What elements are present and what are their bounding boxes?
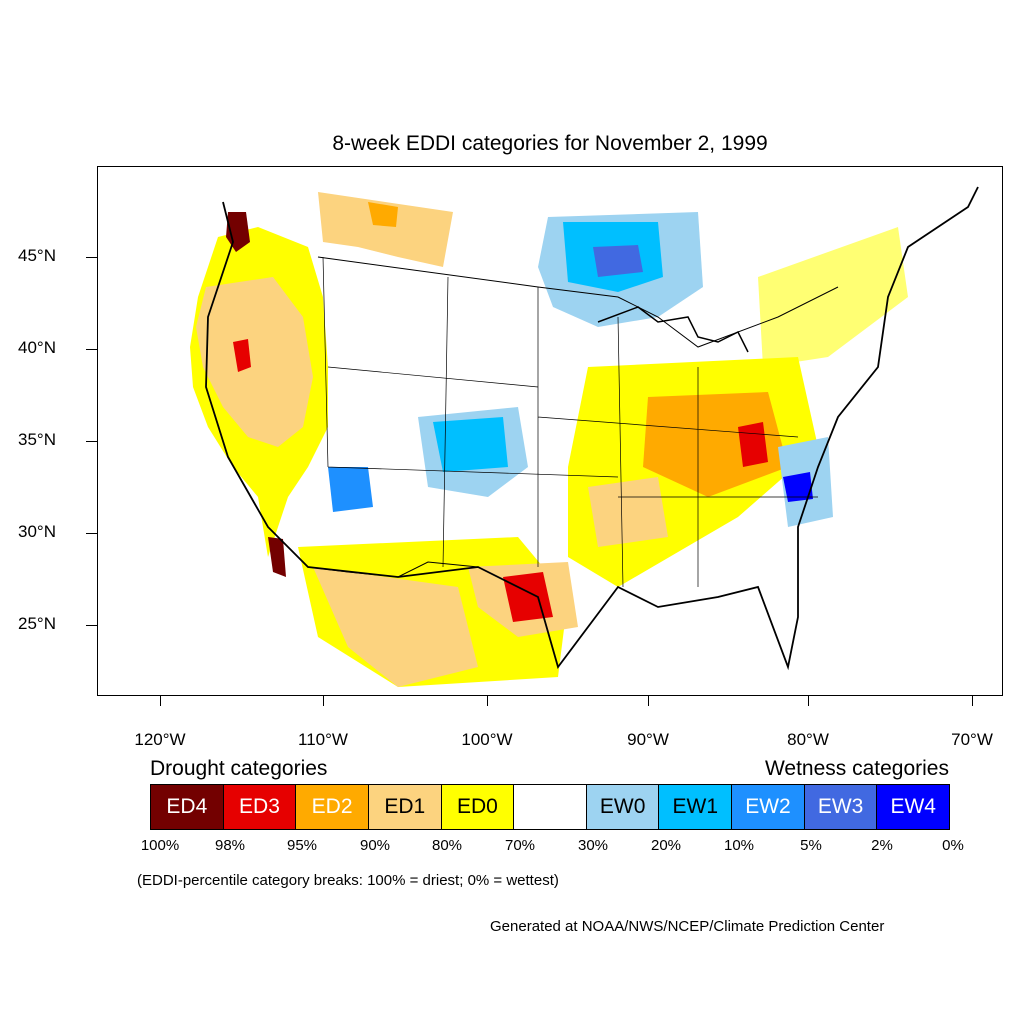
lon-label-100: 100°W: [461, 730, 513, 749]
california-ed1-region: [196, 277, 313, 447]
break-label-2: 2%: [871, 837, 893, 854]
california-ed3-spot: [233, 339, 251, 372]
legend-cell-ew0: EW0: [586, 785, 660, 829]
break-label-100: 100%: [140, 837, 180, 854]
category-legend: ED4 ED3 ED2 ED1 ED0 EW0 EW1 EW2 EW3 EW4: [150, 784, 950, 830]
southeast-ed1-region: [588, 477, 668, 547]
montana-ed2-spot: [368, 202, 398, 227]
lat-tick-30: [86, 533, 97, 534]
mexico-ed1-region: [313, 567, 478, 687]
legend-cell-ed2: ED2: [296, 785, 369, 829]
break-label-0: 0%: [942, 837, 964, 854]
us-outline: [205, 186, 979, 671]
legend-cell-ed3: ED3: [223, 785, 297, 829]
lon-label-70: 70°W: [951, 730, 993, 749]
legend-cell-ew2: EW2: [732, 785, 805, 829]
credit-line: Generated at NOAA/NWS/NCEP/Climate Predi…: [490, 918, 885, 935]
lon-tick-90: [648, 696, 649, 706]
lat-label-35: 35°N: [18, 430, 56, 449]
legend-cell-ew4: EW4: [877, 785, 950, 829]
colorado-ew1-region: [433, 417, 508, 472]
lat-label-45: 45°N: [18, 246, 56, 265]
state-lines: [322, 256, 818, 588]
wetness-heading: Wetness categories: [764, 757, 949, 780]
arizona-ew1-region: [328, 467, 373, 512]
upper-midwest-ew3-region: [593, 245, 643, 277]
virginia-ed3-region: [738, 422, 768, 467]
montana-ed1-region: [318, 192, 453, 267]
lon-tick-70: [972, 696, 973, 706]
legend-cell-neutral: [514, 785, 587, 829]
break-label-80: 80%: [431, 837, 463, 854]
lat-tick-25: [86, 625, 97, 626]
carolina-ew4-spot: [783, 472, 813, 502]
lat-tick-45: [86, 257, 97, 258]
lat-label-40: 40°N: [18, 338, 56, 357]
lon-tick-100: [487, 696, 488, 706]
breaks-note: (EDDI-percentile category breaks: 100% =…: [137, 872, 559, 889]
baja-ed4-spot: [268, 537, 286, 577]
lon-tick-80: [808, 696, 809, 706]
lon-tick-110: [323, 696, 324, 706]
map-title: 8-week EDDI categories for November 2, 1…: [332, 132, 768, 155]
lat-label-30: 30°N: [18, 522, 56, 541]
legend-cell-ed1: ED1: [368, 785, 442, 829]
ohio-valley-ed2-region: [643, 392, 788, 497]
great-lakes: [597, 306, 749, 353]
mexico-border: [307, 561, 479, 578]
lat-tick-40: [86, 349, 97, 350]
break-label-70: 70%: [504, 837, 536, 854]
drought-heading: Drought categories: [150, 757, 328, 780]
lon-tick-120: [160, 696, 161, 706]
northeast-ed0-region: [758, 227, 908, 367]
break-label-30: 30%: [577, 837, 609, 854]
texas-ed3-region: [503, 572, 553, 622]
break-label-90: 90%: [359, 837, 391, 854]
lat-label-25: 25°N: [18, 614, 56, 633]
lat-tick-35: [86, 441, 97, 442]
map-canvas: [190, 186, 979, 687]
northwest-ed4-spot: [226, 212, 250, 252]
legend-cell-ed0: ED0: [441, 785, 515, 829]
break-label-20: 20%: [650, 837, 682, 854]
break-label-95: 95%: [286, 837, 318, 854]
lon-label-110: 110°W: [298, 730, 348, 749]
lon-label-120: 120°W: [134, 730, 186, 749]
break-label-10: 10%: [723, 837, 755, 854]
break-label-5: 5%: [800, 837, 822, 854]
legend-cell-ew3: EW3: [804, 785, 878, 829]
break-label-98: 98%: [214, 837, 246, 854]
lon-label-80: 80°W: [787, 730, 829, 749]
eddi-map: [97, 166, 1003, 696]
legend-cell-ew1: EW1: [659, 785, 733, 829]
legend-cell-ed4: ED4: [151, 785, 224, 829]
lon-label-90: 90°W: [627, 730, 669, 749]
